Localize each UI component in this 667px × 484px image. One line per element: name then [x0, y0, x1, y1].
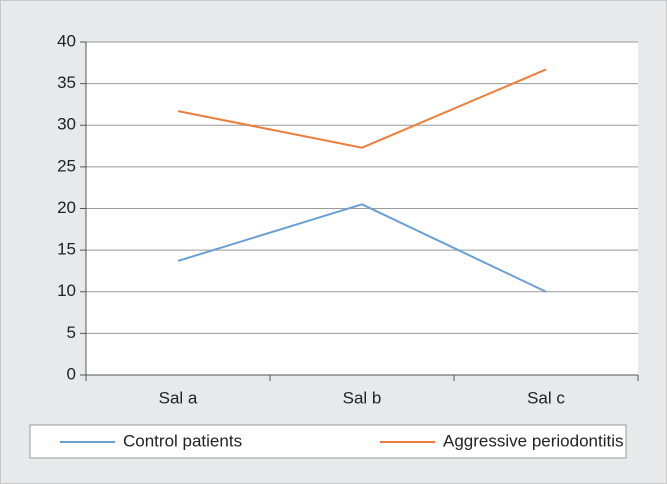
data-line: [177, 68, 547, 149]
y-tick-label: 5: [67, 323, 76, 342]
y-tick-label: 15: [57, 240, 76, 259]
x-tick-label: Sal c: [527, 388, 565, 407]
legend-label: Aggressive periodontitis: [443, 431, 623, 450]
x-tick-label: Sal a: [159, 388, 198, 407]
y-tick-label: 20: [57, 198, 76, 217]
y-tick-label: 40: [57, 31, 76, 50]
y-tick-label: 10: [57, 281, 76, 300]
data-line: [177, 203, 547, 293]
y-tick-label: 25: [57, 156, 76, 175]
y-tick-label: 35: [57, 73, 76, 92]
legend-label: Control patients: [123, 431, 242, 450]
x-tick-label: Sal b: [343, 388, 382, 407]
y-tick-label: 30: [57, 115, 76, 134]
legend-box: [29, 424, 627, 459]
y-tick-label: 0: [67, 364, 76, 383]
